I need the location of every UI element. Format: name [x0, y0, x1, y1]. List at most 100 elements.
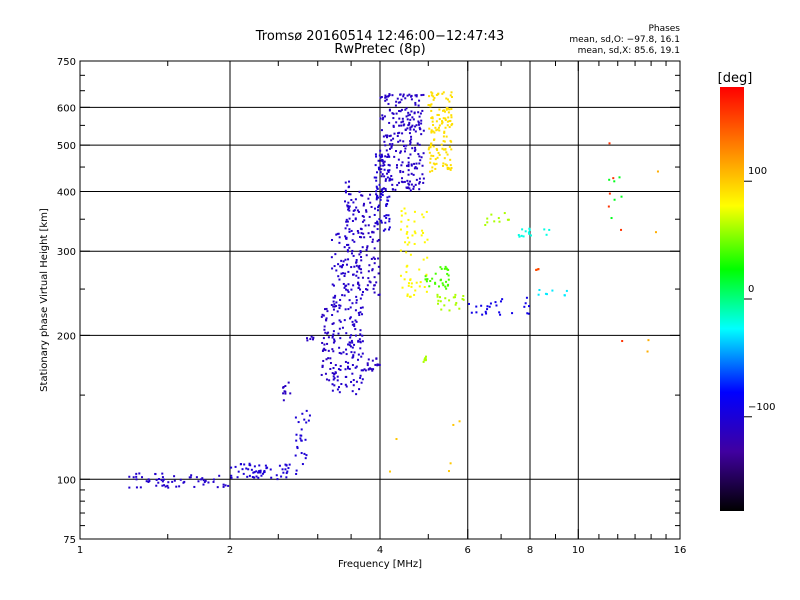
data-point: [288, 463, 291, 466]
data-point: [355, 320, 358, 323]
data-point: [241, 468, 244, 471]
data-point: [331, 334, 334, 337]
data-point: [421, 229, 424, 232]
data-point: [450, 91, 453, 94]
data-point: [470, 311, 473, 314]
data-point: [445, 164, 448, 167]
data-point: [385, 95, 388, 98]
data-point: [461, 297, 464, 300]
data-point: [345, 220, 348, 223]
data-point: [326, 342, 329, 345]
data-point: [349, 341, 352, 344]
data-point: [188, 476, 191, 479]
data-point: [248, 474, 251, 477]
data-point: [434, 167, 437, 170]
data-point: [450, 166, 453, 169]
data-point: [389, 134, 392, 137]
x-tick-label: 10: [572, 545, 585, 556]
data-point: [377, 206, 380, 209]
data-point: [374, 207, 377, 210]
data-point: [295, 439, 298, 442]
data-point: [495, 304, 498, 307]
data-point: [429, 170, 432, 173]
data-point: [433, 96, 436, 99]
data-point: [450, 148, 453, 151]
data-point: [294, 454, 297, 457]
data-points: [128, 91, 659, 489]
data-point: [357, 231, 360, 234]
data-point: [402, 93, 405, 96]
data-point: [422, 216, 425, 219]
data-point: [230, 466, 233, 469]
colorbar-label: [deg]: [718, 71, 753, 86]
data-point: [430, 131, 433, 134]
data-point: [371, 238, 374, 241]
data-point: [399, 171, 402, 174]
data-point: [654, 231, 657, 234]
data-point: [352, 355, 355, 358]
data-point: [382, 116, 385, 119]
data-point: [360, 271, 363, 274]
data-point: [357, 210, 360, 213]
data-point: [450, 108, 453, 111]
data-point: [405, 265, 408, 268]
data-point: [371, 359, 374, 362]
data-point: [257, 471, 260, 474]
data-point: [563, 294, 566, 297]
data-point: [613, 198, 616, 201]
data-point: [331, 323, 334, 326]
data-point: [399, 101, 402, 104]
data-point: [409, 278, 412, 281]
data-point: [415, 94, 418, 97]
data-point: [430, 91, 433, 94]
data-point: [354, 328, 357, 331]
data-point: [336, 375, 339, 378]
data-point: [413, 162, 416, 165]
data-point: [490, 213, 493, 216]
data-point: [344, 191, 347, 194]
data-point: [376, 195, 379, 198]
data-point: [375, 179, 378, 182]
data-point: [431, 166, 434, 169]
data-point: [253, 471, 256, 474]
data-point: [647, 339, 650, 342]
data-point: [499, 313, 502, 316]
data-point: [357, 311, 360, 314]
data-point: [359, 329, 362, 332]
data-point: [441, 120, 444, 123]
data-point: [358, 264, 361, 267]
data-point: [365, 210, 368, 213]
data-point: [355, 299, 358, 302]
data-point: [411, 234, 414, 237]
x-tick-label: 2: [227, 545, 233, 556]
data-point: [325, 358, 328, 361]
data-point: [361, 313, 364, 316]
data-point: [396, 97, 399, 100]
data-point: [428, 285, 431, 288]
data-point: [375, 155, 378, 158]
data-point: [462, 298, 465, 301]
data-point: [351, 341, 354, 344]
data-point: [438, 129, 441, 132]
data-point: [305, 421, 308, 424]
data-point: [610, 217, 613, 220]
data-point: [345, 375, 348, 378]
data-point: [360, 355, 363, 358]
data-point: [323, 328, 326, 331]
data-point: [395, 438, 398, 441]
data-point: [347, 201, 350, 204]
data-point: [388, 178, 391, 181]
data-point: [450, 96, 453, 99]
data-point: [434, 281, 437, 284]
data-point: [520, 234, 523, 237]
data-point: [337, 263, 340, 266]
y-axis-ticks: 75 100 200 300 400 500 600 750: [57, 57, 680, 546]
data-point: [350, 229, 353, 232]
data-point: [365, 209, 368, 212]
data-point: [446, 107, 449, 110]
data-point: [364, 288, 367, 291]
data-point: [332, 333, 335, 336]
data-point: [379, 156, 382, 159]
data-point: [363, 368, 366, 371]
